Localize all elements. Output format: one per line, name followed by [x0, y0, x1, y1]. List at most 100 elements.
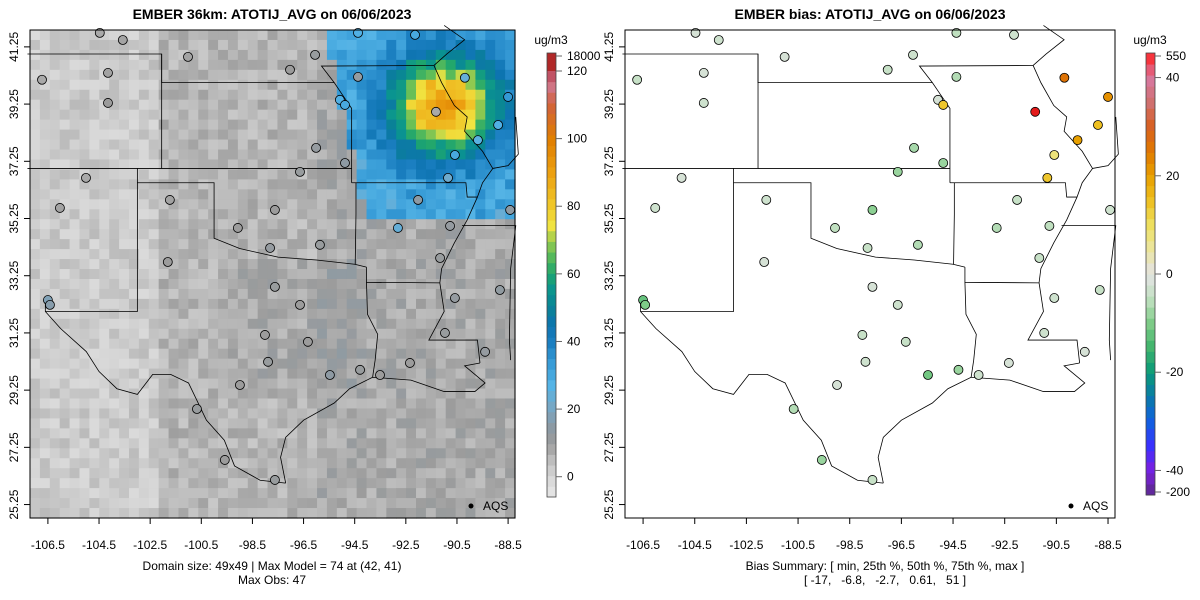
model-grid-cell: [406, 478, 417, 489]
model-grid-cell: [267, 269, 279, 280]
model-grid-cell: [168, 358, 180, 370]
model-grid-cell: [69, 39, 81, 51]
model-grid-cell: [317, 99, 328, 111]
model-grid-cell: [69, 30, 81, 41]
model-grid-cell: [257, 109, 269, 121]
model-grid-cell: [138, 458, 150, 469]
model-grid-cell: [208, 498, 219, 509]
model-grid-cell: [119, 498, 130, 509]
model-grid-cell: [435, 89, 447, 101]
model-grid-cell: [188, 39, 199, 51]
model-grid-cell: [168, 488, 180, 499]
model-grid-cell: [435, 418, 447, 429]
station-obs-marker: [340, 158, 350, 168]
model-grid-cell: [178, 318, 189, 330]
x-tick-label: -104.5: [678, 538, 712, 552]
model-grid-cell: [445, 229, 457, 240]
model-grid-cell: [336, 498, 348, 509]
model-grid-cell: [178, 418, 189, 429]
model-grid-cell: [406, 269, 417, 280]
model-grid-cell: [485, 139, 496, 151]
model-grid-cell: [109, 189, 120, 200]
model-grid-cell: [336, 358, 348, 370]
model-grid-cell: [188, 438, 199, 449]
model-grid-cell: [188, 169, 199, 180]
model-grid-cell: [465, 378, 477, 390]
model-grid-cell: [317, 219, 328, 230]
model-grid-cell: [267, 149, 279, 161]
model-grid-cell: [218, 308, 229, 320]
model-grid-cell: [178, 458, 189, 469]
model-grid-cell: [297, 468, 308, 479]
model-grid-cell: [138, 408, 150, 420]
model-grid-cell: [287, 30, 298, 41]
model-grid-cell: [119, 79, 130, 91]
model-grid-cell: [297, 378, 308, 390]
model-grid-cell: [475, 358, 486, 370]
model-grid-cell: [89, 388, 100, 400]
model-grid-cell: [297, 119, 308, 131]
model-grid-cell: [485, 109, 496, 121]
model-grid-cell: [455, 30, 467, 41]
model-grid-cell: [425, 478, 437, 489]
model-grid-cell: [227, 99, 239, 111]
model-grid-cell: [109, 159, 120, 171]
model-grid-cell: [198, 239, 209, 250]
model-grid-cell: [208, 428, 219, 439]
state-border-line: [733, 182, 966, 268]
model-grid-cell: [287, 119, 298, 131]
model-grid-cell: [148, 39, 160, 51]
model-grid-cell: [505, 368, 516, 380]
model-grid-cell: [69, 278, 81, 290]
model-grid-cell: [198, 398, 209, 410]
model-grid-cell: [267, 139, 279, 151]
colorbar-tick-label: 20: [567, 402, 581, 416]
model-grid-cell: [445, 458, 457, 469]
model-grid-cell: [425, 438, 437, 449]
model-grid-cell: [267, 109, 279, 121]
model-grid-cell: [356, 129, 368, 141]
model-grid-cell: [435, 318, 447, 330]
model-grid-cell: [356, 298, 368, 310]
model-grid-cell: [356, 39, 368, 51]
model-grid-cell: [247, 179, 259, 190]
model-grid-cell: [99, 388, 110, 400]
model-grid-cell: [148, 368, 160, 380]
model-grid-cell: [485, 438, 496, 449]
model-grid-cell: [406, 129, 417, 141]
model-grid-cell: [148, 89, 160, 101]
model-grid-cell: [208, 458, 219, 469]
model-grid-cell: [138, 398, 150, 410]
model-grid-cell: [257, 69, 269, 81]
model-grid-cell: [119, 408, 130, 420]
model-grid-cell: [158, 119, 170, 131]
model-grid-cell: [59, 239, 71, 250]
station-obs-marker: [192, 404, 202, 414]
model-grid-cell: [198, 388, 209, 400]
model-grid-cell: [39, 149, 51, 161]
model-grid-cell: [39, 438, 51, 449]
model-grid-cell: [218, 79, 229, 91]
model-grid-cell: [406, 189, 417, 200]
model-grid-cell: [198, 368, 209, 380]
colorbar-swatch: [1146, 340, 1155, 352]
model-grid-cell: [188, 468, 199, 479]
model-grid-cell: [227, 468, 239, 479]
model-grid-cell: [30, 488, 41, 499]
model-grid-cell: [425, 348, 437, 360]
model-grid-cell: [148, 30, 160, 41]
model-grid-cell: [128, 89, 140, 101]
model-grid-cell: [416, 448, 427, 459]
model-grid-cell: [188, 119, 199, 131]
model-grid-cell: [346, 189, 358, 200]
model-grid-cell: [227, 49, 239, 61]
model-grid-cell: [317, 458, 328, 469]
model-grid-cell: [356, 428, 368, 439]
model-grid-cell: [455, 458, 467, 469]
model-grid-cell: [485, 179, 496, 190]
model-grid-cell: [465, 308, 477, 320]
model-grid-cell: [297, 49, 308, 61]
model-grid-cell: [237, 229, 249, 240]
model-grid-cell: [178, 149, 189, 161]
